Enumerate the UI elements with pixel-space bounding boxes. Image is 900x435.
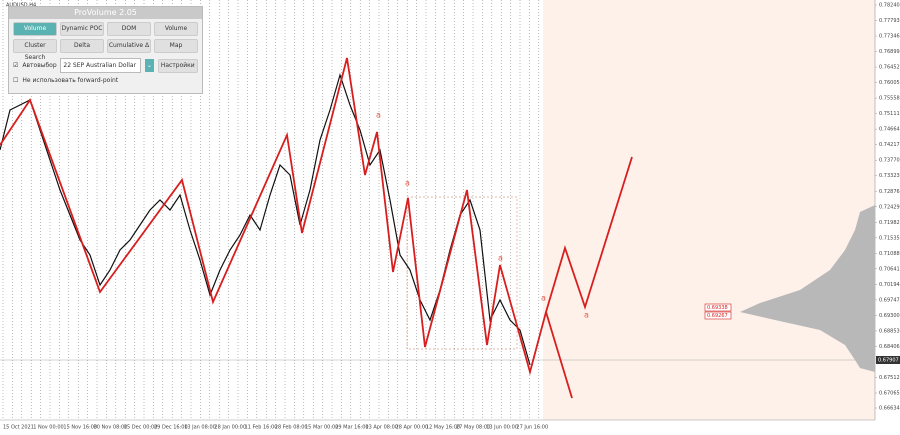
y-tick-label: 0.75558	[879, 96, 900, 102]
dropdown[interactable]: ⌄	[145, 59, 154, 72]
y-tick-label: 0.74217	[879, 142, 900, 148]
y-tick-label: 0.70194	[879, 282, 900, 288]
tool-button[interactable]: Volume	[154, 22, 198, 36]
y-tick-label: 0.73323	[879, 173, 900, 179]
wave-label: a	[541, 294, 546, 303]
wave-label: a	[405, 179, 410, 188]
y-tick-label: 0.68853	[879, 328, 900, 334]
price-line	[0, 72, 531, 366]
wave-zigzag	[0, 57, 633, 376]
wave-label: a	[498, 254, 503, 263]
x-tick-label: 13 Apr 08:00	[365, 425, 398, 431]
tool-button[interactable]: Cluster Search	[13, 39, 57, 61]
level-box	[704, 311, 732, 320]
tool-button[interactable]: Map	[154, 39, 198, 53]
x-tick-label: 28 Jan 00:00	[214, 425, 246, 431]
x-tick-label: 15 Nov 16:00	[63, 425, 97, 431]
y-tick-label: 0.70641	[879, 266, 900, 272]
volume-profile	[740, 205, 875, 372]
tool-button[interactable]: DOM	[107, 22, 151, 36]
checkbox[interactable]: ☐	[13, 77, 19, 84]
y-tick-label: 0.66634	[879, 406, 900, 412]
y-tick-label: 0.73770	[879, 158, 900, 164]
y-tick-label: 0.69747	[879, 297, 900, 303]
x-tick-label: 15 Dec 00:00	[124, 425, 158, 431]
checkbox[interactable]: ☑	[13, 62, 19, 69]
forward-row: ☐ Не использовать forward-point	[9, 75, 202, 86]
x-tick-label: 28 Feb 08:00	[275, 425, 308, 431]
tool-button[interactable]: Dynamic POC	[60, 22, 104, 36]
tool-button[interactable]: Delta	[60, 39, 104, 53]
y-tick-label: 0.72876	[879, 189, 900, 195]
y-tick-label: 0.76005	[879, 80, 900, 86]
x-tick-label: 13 Jun 00:00	[486, 425, 518, 431]
y-tick-label: 0.77793	[879, 18, 900, 24]
provolume-panel: ProVolume 2.05 Volume ProfileDynamic POC…	[8, 6, 203, 94]
x-tick-label: 1 Nov 00:00	[33, 425, 64, 431]
level-label: 0.69267	[707, 313, 728, 319]
wave-label: a	[376, 111, 381, 120]
y-tick-label: 0.72429	[879, 204, 900, 210]
y-tick-label: 0.75111	[879, 111, 900, 117]
y-tick-label: 0.71535	[879, 235, 900, 241]
x-tick-label: 13 Jan 08:00	[184, 425, 216, 431]
y-tick-label: 0.68406	[879, 344, 900, 350]
y-tick-label: 0.77346	[879, 34, 900, 40]
y-tick-label: 0.71982	[879, 220, 900, 226]
future-zone	[543, 0, 875, 420]
y-tick-label: 0.78240	[879, 3, 900, 9]
wave-alt	[545, 311, 573, 399]
x-tick-label: 30 Nov 08:00	[94, 425, 128, 431]
tool-button[interactable]: Volume Profile	[13, 22, 57, 44]
y-tick-label: 0.67512	[879, 375, 900, 381]
instrument-row: ☑ Автовыбор 22 SEP Australian Dollar ⌄ Н…	[9, 56, 202, 75]
level-box	[704, 303, 732, 312]
x-tick-label: 27 May 08:00	[456, 425, 490, 431]
x-tick-label: 11 Feb 16:00	[245, 425, 278, 431]
y-tick-label: 0.71088	[879, 251, 900, 257]
forward-point: Не использовать forward-point	[22, 77, 119, 84]
y-tick-label: 0.76899	[879, 49, 900, 55]
x-tick-label: 28 Apr 00:00	[396, 425, 429, 431]
x-tick-label: 29 Dec 16:00	[154, 425, 188, 431]
x-tick-label: 15 Mar 00:00	[305, 425, 338, 431]
settings-button[interactable]: Настройки	[157, 58, 198, 73]
instrument-select[interactable]: 22 SEP Australian Dollar	[60, 58, 142, 73]
x-tick-label: 29 Mar 16:00	[335, 425, 368, 431]
current-price: 0.67907	[878, 358, 899, 364]
y-tick-label: 0.74664	[879, 127, 900, 133]
x-tick-label: 27 Jun 16:00	[516, 425, 548, 431]
x-tick-label: 15 Oct 2021	[3, 425, 34, 431]
level-label: 0.69338	[707, 305, 728, 311]
x-tick-label: 12 May 16:00	[426, 425, 460, 431]
y-tick-label: 0.69300	[879, 313, 900, 319]
y-tick-label: 0.67065	[879, 391, 900, 397]
panel-title: ProVolume 2.05	[9, 7, 202, 19]
tool-button[interactable]: Cumulative Δ	[107, 39, 151, 53]
wave-label: a	[584, 311, 589, 320]
symbol: AUDUSD,H4	[6, 3, 36, 9]
price-box	[876, 356, 900, 364]
y-tick-label: 0.76452	[879, 65, 900, 71]
auto-select: Автовыбор	[22, 62, 57, 69]
